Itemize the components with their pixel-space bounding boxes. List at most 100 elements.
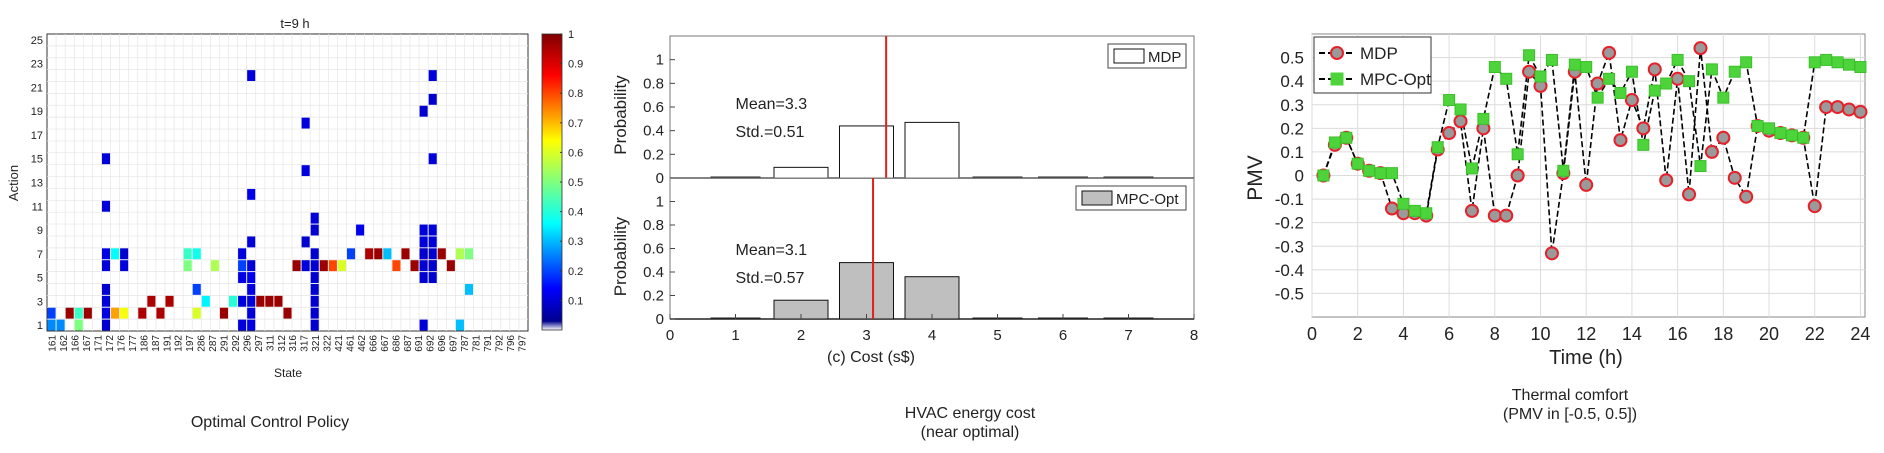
histogram-legend-swatch xyxy=(1113,48,1145,64)
heatmap-y-tick: 1 xyxy=(37,320,43,332)
pmv-y-tick: 0.2 xyxy=(1280,119,1304,138)
pmv-point-mdp xyxy=(1442,126,1457,141)
heatmap-cell xyxy=(301,260,310,272)
heatmap-cell xyxy=(256,295,265,307)
pmv-point-mpc xyxy=(1648,84,1661,97)
heatmap-cell xyxy=(283,307,292,319)
histogram-x-tick: 1 xyxy=(731,327,739,344)
pmv-point-mdp xyxy=(1727,170,1742,185)
std-annotation: Std.=0.57 xyxy=(736,270,805,287)
caption-cost-line1: HVAC energy cost xyxy=(904,405,1036,422)
pmv-y-label: PMV xyxy=(1244,155,1267,201)
heatmap-x-tick: 292 xyxy=(231,335,242,352)
heatmap-cell xyxy=(101,260,111,272)
pmv-point-mpc xyxy=(1763,122,1776,135)
heatmap-cell xyxy=(147,295,156,307)
colorbar-tick-label: 0.4 xyxy=(568,207,583,219)
pmv-point-mpc xyxy=(1477,112,1490,125)
pmv-point-mpc xyxy=(1420,207,1433,220)
heatmap-y-tick: 19 xyxy=(31,106,43,118)
pmv-point-mdp xyxy=(1499,208,1514,223)
colorbar-tick-label: 0.1 xyxy=(568,295,583,307)
pmv-line-chart: 0 2 4 6 8 10 12 14 16 18 20 22 24 -0.5-0.4-0.3-0.2-0… xyxy=(1244,33,1870,369)
pmv-point-mpc xyxy=(1385,167,1398,180)
pmv-point-mpc xyxy=(1500,72,1513,85)
heatmap-cell xyxy=(101,319,111,331)
legend-mdp-marker xyxy=(1330,46,1344,60)
pmv-point-mpc xyxy=(1831,56,1844,69)
pmv-point-mpc xyxy=(1363,164,1376,177)
pmv-point-mdp xyxy=(1384,201,1399,216)
heatmap-cell xyxy=(120,248,129,260)
heatmap-cell xyxy=(310,212,319,224)
pmv-point-mpc xyxy=(1340,131,1353,144)
heatmap-x-tick: 787 xyxy=(460,335,471,352)
heatmap-cell xyxy=(74,319,83,331)
pmv-point-mdp xyxy=(1739,189,1754,204)
heatmap-title: t=9 h xyxy=(280,16,309,31)
std-annotation: Std.=0.51 xyxy=(736,124,805,141)
heatmap-frame xyxy=(46,33,529,332)
histogram-x-tick: 3 xyxy=(862,327,870,344)
heatmap-x-tick: 791 xyxy=(483,335,494,352)
heatmap-cell xyxy=(337,260,346,272)
heatmap-cell xyxy=(428,70,437,82)
heatmap-cell xyxy=(464,248,474,260)
heatmap-x-tick: 322 xyxy=(323,335,334,352)
heatmap-cell xyxy=(274,295,283,307)
heatmap-cell xyxy=(301,165,310,177)
colorbar xyxy=(541,33,563,331)
heatmap-x-tick: 316 xyxy=(288,335,299,352)
heatmap-cell xyxy=(428,93,437,105)
heatmap-x-label: State xyxy=(274,366,302,380)
heatmap-cell xyxy=(165,295,174,307)
heatmap-x-tick: 462 xyxy=(357,335,368,352)
heatmap-y-tick: 25 xyxy=(31,35,43,47)
heatmap-cell xyxy=(301,117,310,129)
colorbar-tick-label: 1 xyxy=(568,29,574,41)
pmv-point-mpc xyxy=(1591,91,1604,104)
heatmap-y-tick: 23 xyxy=(31,59,43,71)
pmv-point-mpc xyxy=(1728,65,1741,78)
heatmap-cell xyxy=(238,319,247,331)
heatmap-cell xyxy=(47,319,56,331)
pmv-point-mpc xyxy=(1717,91,1730,104)
colorbar-tick-label: 0.3 xyxy=(568,236,583,248)
heatmap-x-tick: 167 xyxy=(82,335,93,352)
heatmap-cell xyxy=(219,307,229,319)
heatmap-cell xyxy=(437,248,446,260)
pmv-x-tick: 24 xyxy=(1850,324,1870,344)
pmv-x-tick: 18 xyxy=(1713,324,1733,344)
cost-histogram: 0 0.2 0.4 0.6 0.8 1 Probability Mean=3.3 Std.=0.… xyxy=(611,35,1198,366)
pmv-x-tick: 10 xyxy=(1530,324,1550,344)
pmv-point-mpc xyxy=(1557,164,1570,177)
heatmap-cell xyxy=(192,307,201,319)
heatmap-cell xyxy=(74,307,83,319)
histogram-y-tick: 1 xyxy=(656,52,664,69)
heatmap-cell xyxy=(210,260,219,272)
mean-annotation: Mean=3.1 xyxy=(736,242,808,259)
heatmap-x-tick: 197 xyxy=(185,335,196,352)
pmv-x-tick: 20 xyxy=(1759,324,1779,344)
colorbar-tick-label: 0.2 xyxy=(568,266,583,278)
heatmap-cell xyxy=(111,307,120,319)
pmv-y-tick: 0.1 xyxy=(1280,143,1304,162)
pmv-x-tick: 6 xyxy=(1444,324,1454,344)
colorbar-tick-label: 0.9 xyxy=(568,59,583,71)
heatmap-cell xyxy=(138,307,147,319)
heatmap-cell xyxy=(120,307,129,319)
heatmap-cell xyxy=(292,260,301,272)
pmv-point-mdp xyxy=(1830,100,1845,115)
histogram-y-tick: 1 xyxy=(656,194,664,211)
heatmap-x-tick: 421 xyxy=(334,335,345,352)
pmv-point-mpc xyxy=(1843,58,1856,71)
heatmap-cell xyxy=(238,260,247,272)
histogram-x-label: (c) Cost (s$) xyxy=(827,349,915,366)
heatmap-cell xyxy=(365,248,374,260)
pmv-point-mdp xyxy=(1590,76,1605,91)
pmv-x-tick: 2 xyxy=(1353,324,1363,344)
pmv-point-mdp xyxy=(1544,246,1559,261)
pmv-point-mdp xyxy=(1704,144,1719,159)
heatmap-y-tick: 9 xyxy=(37,225,43,237)
heatmap-x-tick: 321 xyxy=(311,335,322,352)
